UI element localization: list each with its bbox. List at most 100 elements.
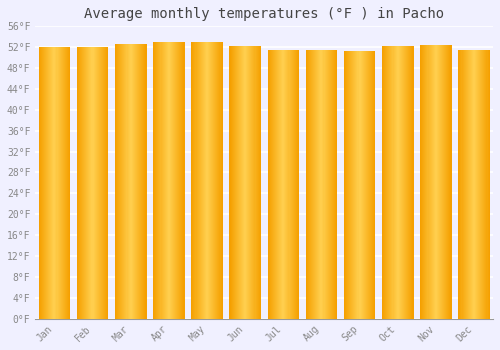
Bar: [466, 50, 468, 318]
Bar: [330, 50, 331, 318]
Bar: [464, 50, 465, 318]
Bar: [334, 50, 335, 318]
Bar: [66, 47, 67, 318]
Bar: [138, 43, 139, 318]
Bar: [432, 44, 433, 318]
Bar: [317, 50, 318, 318]
Bar: [328, 50, 330, 318]
Bar: [396, 46, 398, 318]
Bar: [351, 51, 352, 318]
Bar: [134, 43, 135, 318]
Bar: [298, 50, 299, 318]
Bar: [398, 46, 400, 318]
Bar: [67, 47, 68, 318]
Bar: [316, 50, 318, 318]
Bar: [296, 50, 297, 318]
Bar: [282, 50, 284, 318]
Bar: [468, 50, 469, 318]
Bar: [162, 42, 164, 318]
Bar: [354, 51, 356, 318]
Bar: [120, 43, 122, 318]
Bar: [310, 50, 311, 318]
Bar: [102, 47, 103, 318]
Bar: [62, 47, 64, 318]
Bar: [78, 47, 79, 318]
Bar: [326, 50, 328, 318]
Bar: [402, 46, 403, 318]
Bar: [83, 47, 84, 318]
Bar: [154, 42, 156, 318]
Bar: [403, 46, 404, 318]
Bar: [437, 44, 438, 318]
Bar: [428, 44, 430, 318]
Bar: [328, 50, 329, 318]
Bar: [80, 47, 81, 318]
Bar: [60, 47, 61, 318]
Bar: [278, 50, 280, 318]
Bar: [297, 50, 298, 318]
Bar: [164, 42, 165, 318]
Bar: [396, 46, 397, 318]
Bar: [44, 47, 45, 318]
Bar: [196, 42, 198, 319]
Bar: [162, 42, 163, 318]
Bar: [472, 50, 473, 318]
Bar: [482, 50, 484, 318]
Bar: [135, 43, 136, 318]
Bar: [440, 44, 441, 318]
Bar: [471, 50, 472, 318]
Bar: [311, 50, 312, 318]
Bar: [126, 43, 128, 318]
Bar: [242, 46, 243, 318]
Bar: [41, 47, 42, 318]
Bar: [346, 51, 347, 318]
Bar: [469, 50, 470, 318]
Bar: [246, 46, 248, 318]
Bar: [179, 42, 180, 318]
Bar: [420, 44, 422, 318]
Bar: [104, 47, 105, 318]
Bar: [96, 47, 98, 318]
Bar: [367, 51, 368, 318]
Bar: [362, 51, 364, 318]
Bar: [445, 44, 446, 318]
Bar: [209, 42, 210, 319]
Bar: [69, 47, 70, 318]
Bar: [130, 43, 131, 318]
Bar: [470, 50, 471, 318]
Bar: [218, 42, 220, 319]
Bar: [124, 43, 126, 318]
Bar: [143, 43, 144, 318]
Bar: [174, 42, 176, 318]
Bar: [243, 46, 244, 318]
Bar: [358, 51, 360, 318]
Bar: [466, 50, 467, 318]
Bar: [68, 47, 69, 318]
Bar: [208, 42, 209, 319]
Bar: [94, 47, 95, 318]
Bar: [98, 47, 99, 318]
Bar: [411, 46, 412, 318]
Bar: [56, 47, 58, 318]
Bar: [176, 42, 178, 318]
Bar: [200, 42, 202, 319]
Bar: [406, 46, 407, 318]
Bar: [388, 46, 390, 318]
Bar: [324, 50, 326, 318]
Bar: [232, 46, 234, 318]
Bar: [234, 46, 235, 318]
Bar: [220, 42, 222, 319]
Bar: [94, 47, 96, 318]
Bar: [398, 46, 399, 318]
Bar: [96, 47, 97, 318]
Bar: [392, 46, 394, 318]
Bar: [130, 43, 132, 318]
Bar: [200, 42, 201, 319]
Bar: [214, 42, 216, 319]
Bar: [139, 43, 140, 318]
Bar: [294, 50, 295, 318]
Bar: [318, 50, 320, 318]
Bar: [240, 46, 241, 318]
Bar: [371, 51, 372, 318]
Bar: [45, 47, 46, 318]
